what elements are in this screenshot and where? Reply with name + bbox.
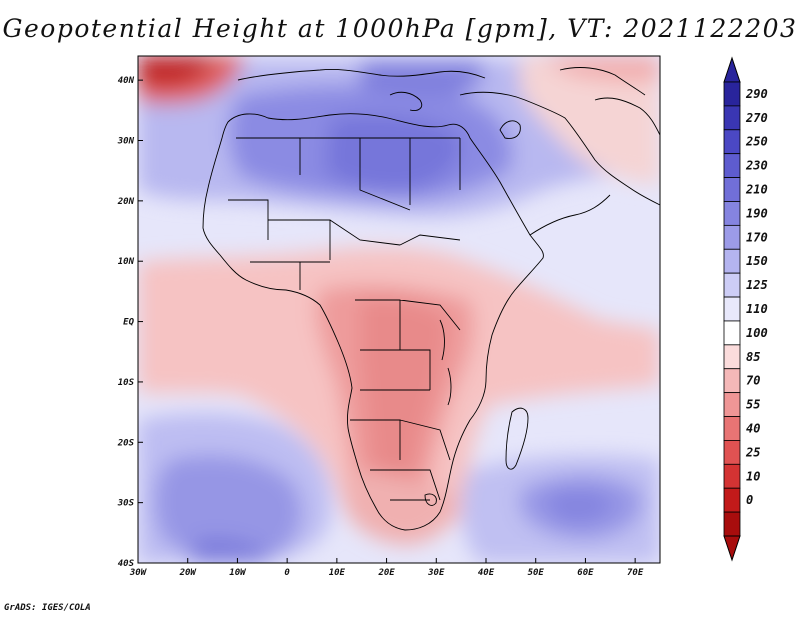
lon-tick-label: 10W xyxy=(229,568,247,578)
lat-tick-label: EQ xyxy=(123,318,134,328)
map-title: Geopotential Height at 1000hPa [gpm], VT… xyxy=(2,14,798,43)
colorbar-segment xyxy=(723,463,741,489)
colorbar-segment xyxy=(723,81,741,107)
colorbar-segment xyxy=(723,105,741,131)
colorbar-label: 125 xyxy=(746,278,768,292)
coastlines xyxy=(202,67,660,531)
lon-tick-label: 10E xyxy=(329,568,346,578)
lon-tick-label: 30W xyxy=(129,568,148,578)
colorbar-label: 10 xyxy=(746,469,760,483)
map-plot-area xyxy=(138,56,660,563)
colorbar-label: 190 xyxy=(746,206,768,220)
colorbar-segment xyxy=(723,344,741,370)
colorbar-label: 250 xyxy=(745,135,768,149)
colorbar-segment xyxy=(723,511,741,537)
colorbar-label: 100 xyxy=(746,326,768,340)
lon-tick-label: 20E xyxy=(377,568,395,578)
colorbar-segment xyxy=(723,224,741,250)
colorbar-label: 40 xyxy=(746,421,760,435)
colorbar-bottom-arrow xyxy=(723,535,741,562)
colorbar-segment xyxy=(723,153,741,178)
lon-tick-label: 20W xyxy=(179,568,198,578)
map-frame xyxy=(137,55,661,564)
lat-tick-label: 40S xyxy=(118,559,135,569)
colorbar-label: 210 xyxy=(745,183,768,197)
latitude-axis: 40N 30N 20N 10N EQ 10S 20S 30S 40S xyxy=(117,76,143,569)
colorbar-label: 270 xyxy=(745,111,768,125)
lon-tick-label: 50E xyxy=(528,568,545,578)
colorbar-label: 25 xyxy=(745,445,760,459)
colorbar-top-arrow xyxy=(723,56,741,83)
colorbar-label: 110 xyxy=(746,302,768,316)
colorbar-segment xyxy=(723,320,741,346)
colorbar-segment xyxy=(723,296,741,322)
lat-tick-label: 20N xyxy=(117,197,135,207)
lat-tick-label: 10N xyxy=(118,257,135,267)
colorbar-segment xyxy=(723,440,741,465)
colorbar-segment xyxy=(723,416,741,441)
lat-tick-label: 40N xyxy=(118,76,135,86)
lon-tick-label: 0 xyxy=(284,568,290,578)
colorbar-segment xyxy=(723,487,741,513)
colorbar-label: 55 xyxy=(746,398,760,412)
colorbar-segment xyxy=(723,248,741,274)
colorbar-segment xyxy=(723,392,741,417)
colorbar-segment xyxy=(723,201,741,226)
lat-tick-label: 30S xyxy=(117,499,135,509)
colorbar-label: 85 xyxy=(746,350,760,364)
colorbar-segment xyxy=(723,177,741,202)
colorbar-segment xyxy=(723,368,741,394)
footer-credit: GrADS: IGES/COLA xyxy=(4,603,91,613)
lon-tick-label: 40E xyxy=(478,568,495,578)
colorbar-label: 230 xyxy=(745,159,768,173)
colorbar-label: 0 xyxy=(746,493,753,507)
lon-tick-label: 70E xyxy=(627,568,644,578)
lat-tick-label: 20S xyxy=(117,438,135,448)
colorbar-label: 70 xyxy=(746,374,760,388)
colorbar-label: 290 xyxy=(745,87,768,101)
lat-tick-label: 10S xyxy=(118,378,135,388)
colorbar: 2902702502302101901701501251101008570554… xyxy=(723,56,768,562)
lon-tick-label: 30E xyxy=(427,568,445,578)
colorbar-segment xyxy=(723,129,741,155)
colorbar-segment xyxy=(723,272,741,298)
colorbar-label: 170 xyxy=(746,230,768,244)
colorbar-label: 150 xyxy=(746,254,768,268)
lat-tick-label: 30N xyxy=(117,137,135,147)
lon-tick-label: 60E xyxy=(577,568,594,578)
longitude-axis: 30W 20W 10W 0 10E 20E 30E 40E 50E 60E 70E xyxy=(129,558,644,578)
